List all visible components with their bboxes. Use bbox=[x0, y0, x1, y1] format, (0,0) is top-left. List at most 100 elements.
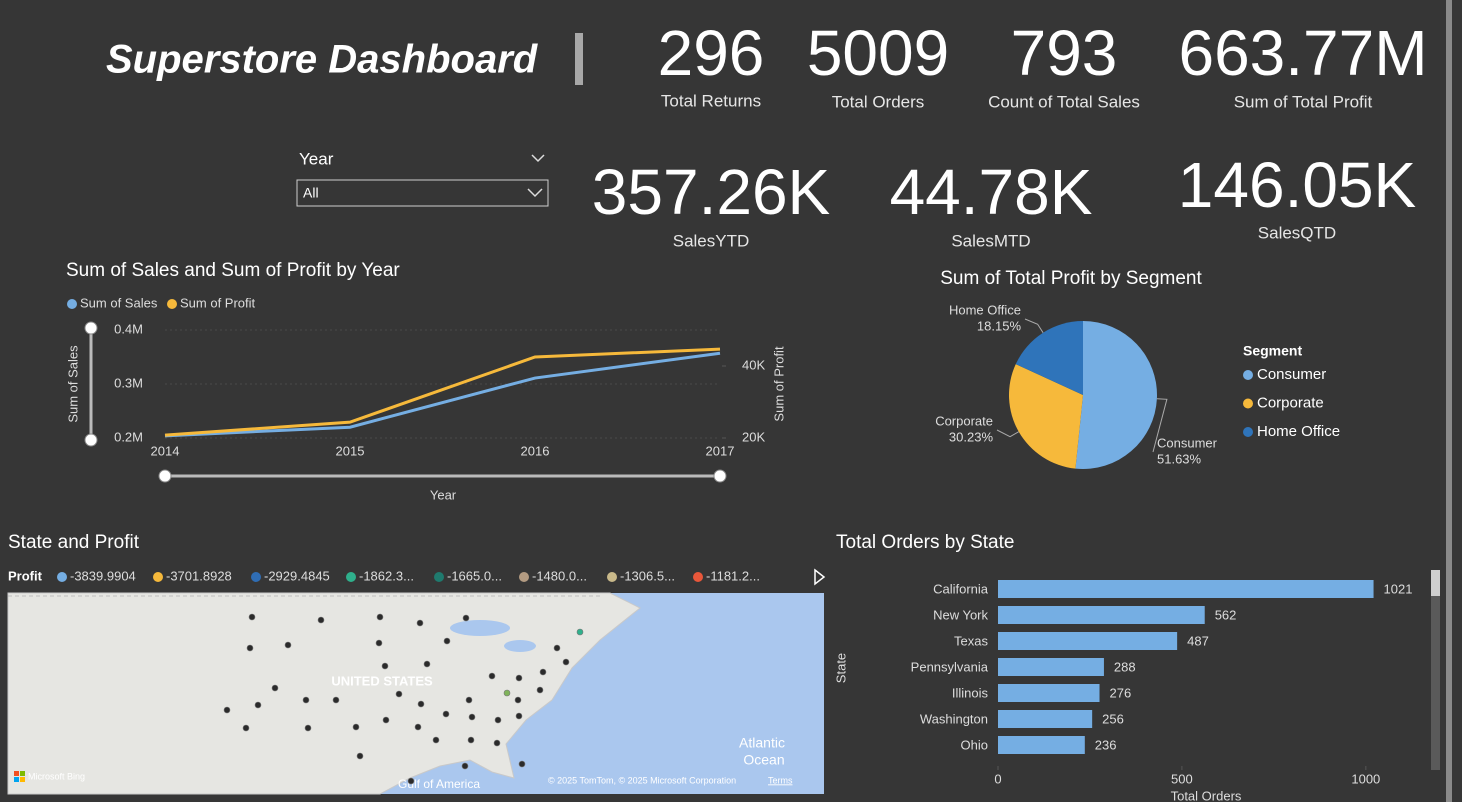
logo bbox=[14, 771, 19, 776]
y-tick-label: Illinois bbox=[952, 685, 989, 700]
chevron[interactable] bbox=[527, 188, 543, 198]
state-dot bbox=[381, 662, 389, 670]
data-label: 1021 bbox=[1384, 581, 1413, 596]
logo bbox=[20, 777, 25, 782]
data-label: 487 bbox=[1187, 633, 1209, 648]
chart-title: Sum of Sales and Sum of Profit by Year bbox=[66, 260, 400, 281]
legend-next[interactable] bbox=[814, 568, 826, 586]
state-dot bbox=[407, 777, 415, 785]
dropdown[interactable] bbox=[296, 179, 549, 207]
dropdown-value: All bbox=[303, 185, 319, 201]
terms-link[interactable]: Terms bbox=[768, 775, 793, 785]
pie-slice bbox=[1075, 321, 1158, 469]
state-dot bbox=[515, 674, 523, 682]
state-dot bbox=[468, 713, 476, 721]
state-dot bbox=[416, 619, 424, 627]
ocean-label: Atlantic bbox=[739, 735, 785, 751]
slice-label: Corporate bbox=[935, 413, 993, 428]
legend-swatch bbox=[607, 572, 617, 582]
state-dot bbox=[562, 658, 570, 666]
state-dot bbox=[382, 716, 390, 724]
state-dot bbox=[503, 689, 511, 697]
bar bbox=[998, 632, 1178, 650]
legend-label: Consumer bbox=[1257, 366, 1326, 383]
slice-value: 18.15% bbox=[977, 318, 1022, 333]
legend-label: -1665.0... bbox=[447, 568, 502, 583]
leader-line bbox=[1152, 398, 1168, 453]
legend-label: -1862.3... bbox=[359, 568, 414, 583]
legend-swatch bbox=[1243, 398, 1253, 409]
year-slicer[interactable]: Year All bbox=[296, 149, 549, 207]
legend-label: -1181.2... bbox=[706, 568, 760, 583]
map-attribution: © 2025 TomTom, © 2025 Microsoft Corporat… bbox=[548, 775, 736, 785]
x-tick-label: 2015 bbox=[336, 443, 365, 458]
legend-swatch bbox=[1243, 427, 1253, 437]
state-dot bbox=[375, 639, 383, 647]
kpi-label: Total Returns bbox=[661, 91, 761, 110]
legend-label: Corporate bbox=[1257, 394, 1324, 411]
logo bbox=[14, 777, 19, 782]
state-dot bbox=[304, 724, 312, 732]
chart-title: Sum of Total Profit by Segment bbox=[940, 268, 1202, 289]
bar bbox=[998, 710, 1093, 728]
y2-tick-label: 40K bbox=[742, 357, 765, 372]
state-dot bbox=[536, 686, 544, 694]
page-scrollbar[interactable] bbox=[1446, 0, 1452, 802]
y-axis-title: Sum of Sales bbox=[65, 345, 80, 423]
data-label: 562 bbox=[1215, 607, 1237, 622]
data-label: 256 bbox=[1102, 711, 1124, 726]
data-label: 276 bbox=[1110, 685, 1132, 700]
kpi-value: 793 bbox=[1011, 17, 1118, 89]
state-dot bbox=[376, 613, 384, 621]
leader-line bbox=[996, 429, 1019, 438]
legend-swatch bbox=[346, 572, 356, 582]
chevron[interactable] bbox=[531, 154, 545, 163]
ocean-label: Ocean bbox=[743, 752, 784, 768]
y-tick-label: New York bbox=[933, 607, 988, 622]
bar bbox=[998, 658, 1104, 676]
state-dot bbox=[539, 668, 547, 676]
legend-title: Segment bbox=[1243, 343, 1302, 359]
land bbox=[7, 592, 641, 795]
state-dot bbox=[442, 710, 450, 718]
slider-handle[interactable] bbox=[713, 469, 727, 483]
y-tick-label: 0.2M bbox=[114, 429, 143, 444]
x-tick-label: 2017 bbox=[706, 443, 735, 458]
legend-swatch bbox=[251, 572, 261, 582]
bar-scroll-track[interactable] bbox=[1431, 570, 1440, 770]
kpi-label: SalesYTD bbox=[673, 231, 750, 250]
legend-swatch bbox=[167, 299, 177, 309]
slicer-label: Year bbox=[299, 149, 334, 168]
state-dot bbox=[423, 660, 431, 668]
state-dot bbox=[414, 723, 422, 731]
y2-axis-title: Sum of Profit bbox=[771, 346, 786, 422]
slice-value: 30.23% bbox=[949, 429, 994, 444]
legend-swatch bbox=[1243, 370, 1253, 380]
legend-swatch bbox=[434, 572, 444, 582]
slider-handle[interactable] bbox=[84, 433, 98, 447]
kpi-value: 663.77M bbox=[1178, 17, 1427, 89]
kpi-label: Total Orders bbox=[832, 92, 925, 111]
map[interactable]: Microsoft Bing UNITED STATES Atlantic Oc… bbox=[7, 592, 824, 795]
state-dot bbox=[223, 706, 231, 714]
slider-handle[interactable] bbox=[158, 469, 172, 483]
bar-scroll-thumb[interactable] bbox=[1431, 570, 1440, 596]
legend-label: -3839.9904 bbox=[70, 568, 136, 583]
slider-handle[interactable] bbox=[84, 321, 98, 335]
legend-swatch bbox=[67, 299, 77, 309]
state-dot bbox=[248, 613, 256, 621]
bar bbox=[998, 606, 1205, 624]
slice-label: Home Office bbox=[949, 302, 1021, 317]
x-tick-label: 2014 bbox=[151, 443, 180, 458]
legend-label: -3701.8928 bbox=[166, 568, 232, 583]
bar bbox=[998, 684, 1100, 702]
leader-line bbox=[1024, 318, 1044, 333]
state-dot bbox=[246, 644, 254, 652]
legend-label: Home Office bbox=[1257, 423, 1340, 440]
y-tick-label: Ohio bbox=[961, 737, 988, 752]
state-dot bbox=[417, 700, 425, 708]
legend-label: Sum of Sales bbox=[80, 295, 158, 310]
kpi-value: 357.26K bbox=[592, 156, 830, 228]
map-provider: Microsoft Bing bbox=[28, 771, 85, 781]
